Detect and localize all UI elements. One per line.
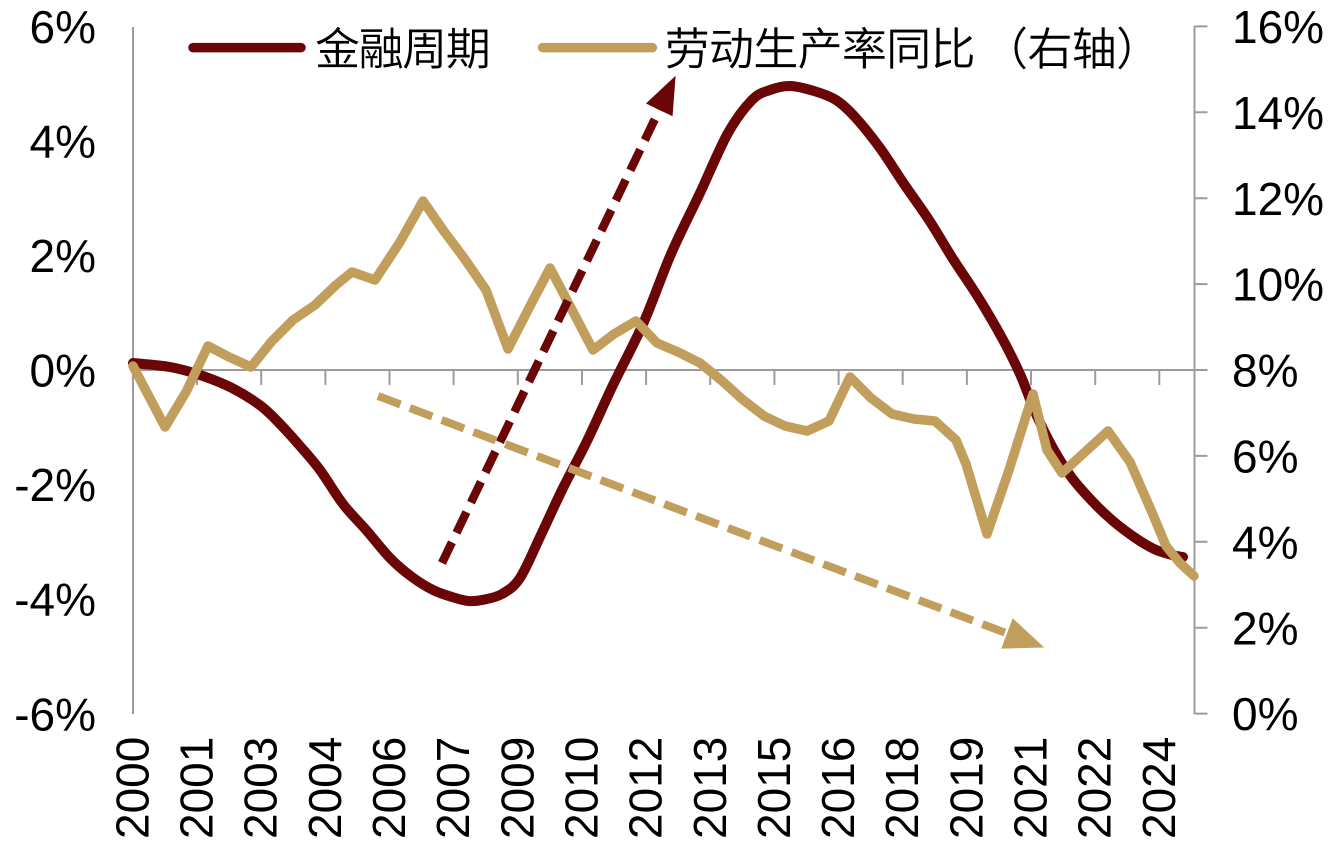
svg-text:2006: 2006 bbox=[363, 737, 415, 839]
svg-text:2019: 2019 bbox=[940, 737, 992, 839]
svg-text:8%: 8% bbox=[1232, 345, 1298, 397]
svg-text:2003: 2003 bbox=[235, 737, 287, 839]
svg-text:2018: 2018 bbox=[876, 737, 928, 839]
svg-text:2021: 2021 bbox=[1005, 737, 1057, 839]
svg-text:2016: 2016 bbox=[812, 737, 864, 839]
svg-text:2024: 2024 bbox=[1133, 737, 1185, 839]
svg-text:-6%: -6% bbox=[14, 688, 96, 740]
svg-text:2%: 2% bbox=[1232, 602, 1298, 654]
svg-text:2012: 2012 bbox=[620, 737, 672, 839]
svg-text:6%: 6% bbox=[1232, 430, 1298, 482]
svg-text:16%: 16% bbox=[1232, 1, 1324, 53]
svg-text:4%: 4% bbox=[1232, 516, 1298, 568]
svg-text:0%: 0% bbox=[30, 345, 96, 397]
svg-text:6%: 6% bbox=[30, 1, 96, 53]
svg-text:12%: 12% bbox=[1232, 173, 1324, 225]
svg-text:2013: 2013 bbox=[684, 737, 736, 839]
svg-text:2000: 2000 bbox=[106, 737, 158, 839]
svg-text:14%: 14% bbox=[1232, 87, 1324, 139]
svg-text:2010: 2010 bbox=[556, 737, 608, 839]
svg-text:0%: 0% bbox=[1232, 688, 1298, 740]
svg-text:-2%: -2% bbox=[14, 459, 96, 511]
svg-text:2015: 2015 bbox=[748, 737, 800, 839]
svg-text:2007: 2007 bbox=[427, 737, 479, 839]
svg-text:2004: 2004 bbox=[299, 737, 351, 839]
svg-text:-4%: -4% bbox=[14, 574, 96, 626]
svg-text:2%: 2% bbox=[30, 230, 96, 282]
svg-text:4%: 4% bbox=[30, 115, 96, 167]
svg-text:2022: 2022 bbox=[1069, 737, 1121, 839]
svg-text:2009: 2009 bbox=[491, 737, 543, 839]
svg-text:10%: 10% bbox=[1232, 259, 1324, 311]
svg-text:2001: 2001 bbox=[171, 737, 223, 839]
